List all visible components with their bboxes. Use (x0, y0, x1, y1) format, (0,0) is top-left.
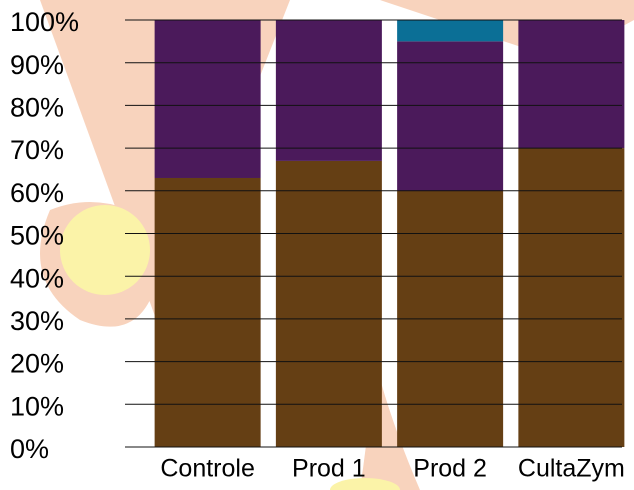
bar-segment (518, 148, 624, 447)
y-tick-label: 40% (10, 263, 64, 293)
y-tick-label: 80% (10, 93, 64, 123)
y-tick-label: 90% (10, 50, 64, 80)
x-tick-label: Prod 1 (292, 455, 366, 483)
bar-segment (276, 20, 382, 161)
bar-segment (155, 20, 261, 178)
y-tick-label: 50% (10, 221, 64, 251)
y-tick-label: 60% (10, 178, 64, 208)
y-tick-label: 10% (10, 391, 64, 421)
y-tick-label: 70% (10, 135, 64, 165)
bar-segment (518, 20, 624, 148)
bar-segment (397, 41, 503, 190)
bar-segment (155, 178, 261, 447)
x-tick-label: CultaZym (518, 455, 625, 483)
y-tick-label: 30% (10, 306, 64, 336)
y-tick-label: 0% (10, 434, 49, 464)
y-tick-label: 100% (10, 7, 79, 37)
y-tick-label: 20% (10, 349, 64, 379)
x-tick-label: Controle (160, 455, 255, 483)
chart: Controle Prod 1 Prod 2 CultaZym 0% 10% 20% 30% 4… (0, 0, 634, 490)
bar-segment (397, 20, 503, 41)
x-tick-label: Prod 2 (413, 455, 487, 483)
